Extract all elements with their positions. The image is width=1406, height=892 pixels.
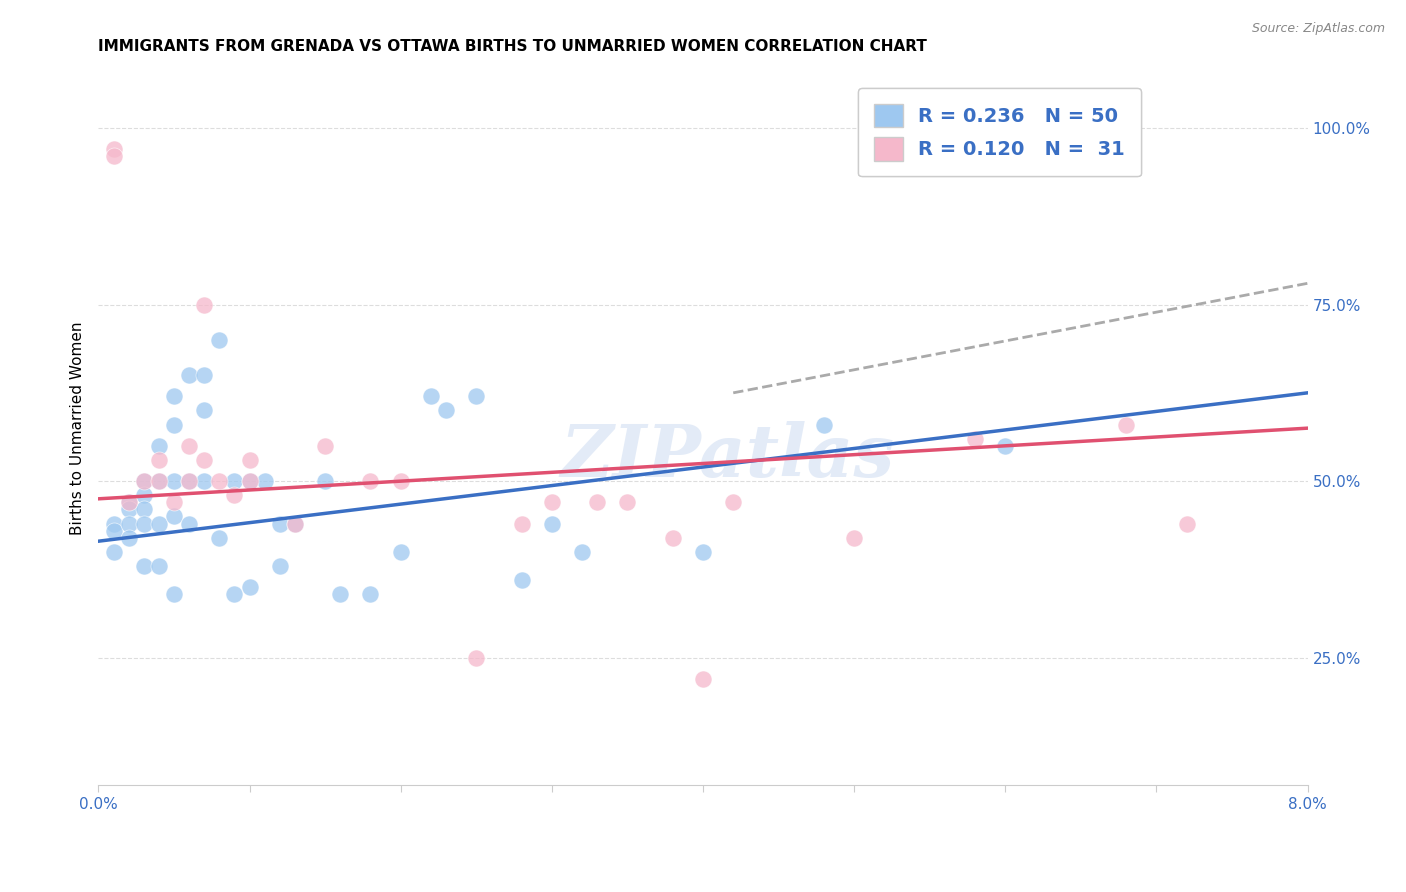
Point bbox=[965, 432, 987, 446]
Point bbox=[510, 573, 533, 587]
Point bbox=[163, 509, 186, 524]
Point bbox=[329, 587, 352, 601]
Point bbox=[163, 495, 186, 509]
Point bbox=[692, 672, 714, 686]
Point bbox=[661, 531, 683, 545]
Point bbox=[103, 524, 125, 538]
Point bbox=[103, 149, 125, 163]
Point bbox=[844, 531, 866, 545]
Point bbox=[239, 580, 262, 594]
Point bbox=[193, 368, 215, 383]
Point bbox=[253, 474, 276, 488]
Point bbox=[132, 488, 155, 502]
Point bbox=[284, 516, 307, 531]
Point bbox=[994, 439, 1017, 453]
Point bbox=[813, 417, 835, 432]
Point bbox=[179, 516, 201, 531]
Point bbox=[586, 495, 609, 509]
Point bbox=[179, 474, 201, 488]
Point bbox=[148, 516, 170, 531]
Point bbox=[224, 587, 246, 601]
Point bbox=[132, 502, 155, 516]
Point bbox=[193, 474, 215, 488]
Point bbox=[193, 297, 215, 311]
Point bbox=[571, 545, 593, 559]
Point bbox=[118, 516, 141, 531]
Point bbox=[269, 558, 291, 573]
Text: ZIPatlas: ZIPatlas bbox=[560, 421, 894, 492]
Point bbox=[103, 545, 125, 559]
Point bbox=[208, 531, 231, 545]
Point bbox=[148, 474, 170, 488]
Legend: R = 0.236   N = 50, R = 0.120   N =  31: R = 0.236 N = 50, R = 0.120 N = 31 bbox=[858, 88, 1140, 177]
Point bbox=[179, 439, 201, 453]
Point bbox=[103, 516, 125, 531]
Point bbox=[269, 516, 291, 531]
Point bbox=[420, 389, 443, 403]
Point bbox=[465, 389, 488, 403]
Point bbox=[148, 558, 170, 573]
Point bbox=[239, 474, 262, 488]
Point bbox=[616, 495, 638, 509]
Point bbox=[224, 474, 246, 488]
Point bbox=[148, 439, 170, 453]
Point bbox=[118, 495, 141, 509]
Point bbox=[692, 545, 714, 559]
Point bbox=[239, 453, 262, 467]
Text: Source: ZipAtlas.com: Source: ZipAtlas.com bbox=[1251, 22, 1385, 36]
Point bbox=[360, 587, 382, 601]
Y-axis label: Births to Unmarried Women: Births to Unmarried Women bbox=[69, 321, 84, 535]
Point bbox=[179, 368, 201, 383]
Point bbox=[193, 403, 215, 417]
Point bbox=[163, 587, 186, 601]
Point bbox=[132, 558, 155, 573]
Point bbox=[389, 474, 412, 488]
Point bbox=[360, 474, 382, 488]
Point bbox=[163, 389, 186, 403]
Point bbox=[193, 453, 215, 467]
Point bbox=[224, 488, 246, 502]
Point bbox=[389, 545, 412, 559]
Point bbox=[1175, 516, 1198, 531]
Point bbox=[179, 474, 201, 488]
Point bbox=[132, 516, 155, 531]
Point bbox=[208, 333, 231, 347]
Point bbox=[284, 516, 307, 531]
Point bbox=[510, 516, 533, 531]
Point bbox=[163, 417, 186, 432]
Point bbox=[314, 439, 336, 453]
Point bbox=[103, 142, 125, 156]
Point bbox=[132, 474, 155, 488]
Point bbox=[239, 474, 262, 488]
Point bbox=[118, 495, 141, 509]
Point bbox=[723, 495, 745, 509]
Point bbox=[314, 474, 336, 488]
Point bbox=[1115, 417, 1137, 432]
Point bbox=[118, 502, 141, 516]
Point bbox=[540, 516, 562, 531]
Point bbox=[465, 650, 488, 665]
Point bbox=[540, 495, 562, 509]
Point bbox=[163, 474, 186, 488]
Point bbox=[148, 453, 170, 467]
Text: IMMIGRANTS FROM GRENADA VS OTTAWA BIRTHS TO UNMARRIED WOMEN CORRELATION CHART: IMMIGRANTS FROM GRENADA VS OTTAWA BIRTHS… bbox=[98, 38, 928, 54]
Point bbox=[434, 403, 457, 417]
Point bbox=[148, 474, 170, 488]
Point bbox=[118, 531, 141, 545]
Point bbox=[132, 474, 155, 488]
Point bbox=[208, 474, 231, 488]
